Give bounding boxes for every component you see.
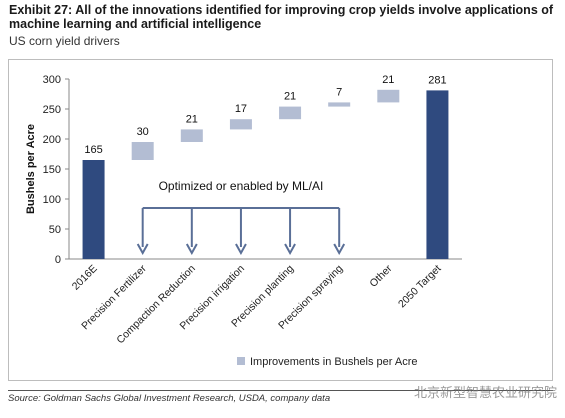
bar-increment (328, 102, 351, 107)
data-label: 21 (382, 74, 394, 86)
bar-increment (131, 142, 154, 160)
annotation-arrow-head (284, 243, 296, 256)
data-label: 30 (137, 126, 149, 138)
chart-subtitle: US corn yield drivers (9, 34, 120, 48)
y-tick-label: 100 (43, 194, 61, 206)
x-tick-label: 2016E (70, 263, 100, 293)
bar-increment (180, 129, 203, 142)
annotation-arrow-head (136, 243, 149, 256)
y-tick-label: 50 (49, 224, 61, 236)
annotation-arrow-head (333, 243, 346, 256)
annotation-text: Optimized or enabled by ML/AI (159, 179, 324, 193)
bar-increment (279, 106, 302, 120)
data-label: 21 (284, 91, 296, 103)
bar-increment (229, 119, 252, 130)
chart-frame (8, 59, 553, 381)
data-label: 17 (235, 103, 247, 115)
y-axis-label: Bushels per Acre (25, 124, 37, 214)
y-tick-label: 250 (43, 104, 61, 116)
bar-total (82, 160, 105, 259)
data-label: 7 (336, 86, 342, 98)
source-divider (8, 390, 553, 391)
annotation-arrow-head (235, 243, 247, 256)
bar-total (426, 90, 449, 260)
bar-increment (377, 89, 400, 103)
y-tick-label: 150 (43, 164, 61, 176)
y-tick-label: 300 (43, 74, 61, 86)
legend-label: Improvements in Bushels per Acre (250, 356, 418, 368)
data-label: 21 (186, 113, 198, 125)
y-tick-label: 200 (43, 134, 61, 146)
y-tick-label: 0 (55, 254, 61, 266)
legend-swatch (237, 357, 245, 365)
x-tick-label: 2050 Target (396, 263, 444, 311)
data-label: 281 (428, 74, 446, 86)
source-note: Source: Goldman Sachs Global Investment … (8, 393, 331, 404)
data-label: 165 (84, 144, 102, 156)
watermark-text: 北京新型智慧农业研究院 (413, 385, 557, 400)
exhibit-title: Exhibit 27: All of the innovations ident… (9, 3, 554, 31)
x-tick-label: Other (367, 262, 394, 289)
annotation-arrow-head (185, 243, 198, 256)
